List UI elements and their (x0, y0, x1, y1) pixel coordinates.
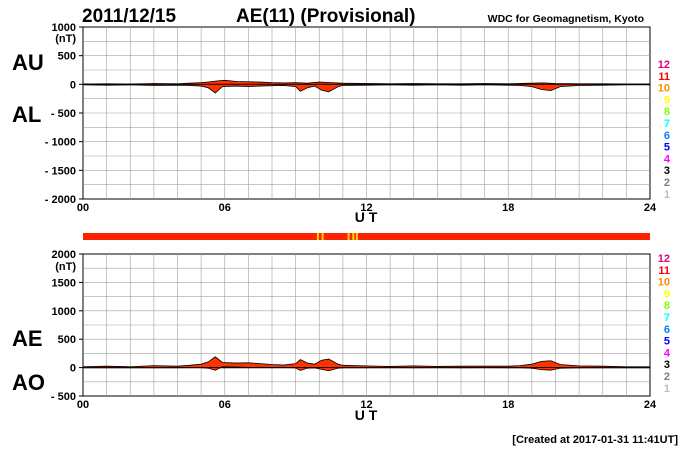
ae-ao-series (82, 356, 651, 372)
au-al-x-ticks: 00 06 12 18 24 (77, 202, 657, 214)
station-scale-label: 6 (664, 324, 670, 336)
ae-ao-y-ticks: 2000 1500 1000 500 0 - 500 (51, 249, 83, 403)
au-al-y-tick-label: - 1500 (45, 165, 76, 177)
au-al-y-tick-label: - 500 (51, 108, 76, 120)
au-al-x-axis-label: U T (355, 209, 378, 225)
station-scale-label: 7 (664, 312, 670, 324)
station-scale-label: 8 (664, 106, 670, 118)
station-scale-label: 9 (664, 94, 670, 106)
au-al-grid (83, 27, 650, 199)
created-timestamp: [Created at 2017-01-31 11:41UT] (512, 434, 678, 446)
au-al-x-tick-label: 06 (219, 202, 231, 214)
station-scale-label: 10 (658, 83, 670, 95)
au-al-y-tick-label: - 2000 (45, 194, 76, 206)
station-scale-label: 4 (664, 153, 671, 165)
au-label: AU (12, 50, 44, 75)
station-scale-label: 8 (664, 300, 670, 312)
station-bar-highlight (347, 233, 350, 240)
ae-ao-x-ticks: 00 06 12 18 24 (77, 399, 657, 411)
ae-ao-panel: 2000 1500 1000 500 0 - 500 00 06 12 18 24 (nT) AE… (12, 249, 657, 423)
station-scale-label: 5 (664, 336, 670, 348)
station-scale-label: 7 (664, 118, 670, 130)
station-count-bar (83, 233, 650, 240)
au-al-unit-label: (nT) (55, 33, 76, 45)
station-bar-base (83, 233, 650, 240)
station-scale-label: 2 (664, 371, 670, 383)
au-al-series (82, 79, 651, 94)
station-scale-label: 6 (664, 130, 670, 142)
station-scale-label: 1 (664, 383, 670, 395)
ae-ao-grid (83, 254, 650, 396)
au-al-x-tick-label: 12 (360, 202, 372, 214)
ae-ao-y-tick-label: 1500 (52, 277, 76, 289)
ae-series-area (82, 356, 651, 368)
au-al-y-tick-label: - 1000 (45, 137, 76, 149)
ae-ao-x-tick-label: 24 (644, 399, 657, 411)
station-scale-label: 11 (658, 265, 670, 277)
ae-ao-x-tick-label: 12 (360, 399, 372, 411)
ae-ao-x-tick-label: 06 (219, 399, 231, 411)
station-scale-label: 11 (658, 71, 670, 83)
station-scale-label: 12 (658, 253, 670, 265)
al-series-area (82, 83, 651, 94)
plot-source: WDC for Geomagnetism, Kyoto (488, 13, 644, 25)
au-al-panel: 1000 500 0 - 500 - 1000 - 1500 - 2000 00 06 12 18… (12, 22, 657, 225)
plot-title: AE(11) (Provisional) (236, 6, 416, 27)
ao-series-area (82, 366, 651, 372)
ae-ao-x-axis-label: U T (355, 407, 378, 423)
au-al-x-tick-label: 18 (502, 202, 514, 214)
station-bar-highlight (355, 233, 358, 240)
station-scale-label: 9 (664, 288, 670, 300)
au-al-y-tick-label: 0 (70, 79, 76, 91)
ao-label: AO (12, 370, 45, 395)
ae-ao-y-tick-label: 1000 (52, 306, 76, 318)
station-bar-highlight (352, 233, 355, 240)
station-scale-label: 5 (664, 142, 670, 154)
station-scale-label: 4 (664, 347, 671, 359)
ae-ao-y-tick-label: 2000 (52, 249, 76, 261)
ae-ao-y-tick-label: 500 (58, 334, 76, 346)
station-scale-label: 1 (664, 189, 670, 201)
station-scale-label: 3 (664, 165, 670, 177)
ae-ao-unit-label: (nT) (55, 261, 76, 273)
station-bar-highlights (316, 233, 358, 240)
station-scale-label: 3 (664, 359, 670, 371)
ae-label: AE (12, 326, 43, 351)
plot-date: 2011/12/15 (82, 6, 176, 27)
station-bar-highlight (321, 233, 324, 240)
au-al-y-tick-label: 1000 (52, 22, 76, 34)
au-al-x-tick-label: 00 (77, 202, 89, 214)
station-scale-label: 12 (658, 59, 670, 71)
au-al-y-tick-label: 500 (58, 51, 76, 63)
station-bar-highlight (316, 233, 319, 240)
ae-ao-x-tick-label: 18 (502, 399, 514, 411)
al-label: AL (12, 102, 41, 127)
au-al-x-tick-label: 24 (644, 202, 657, 214)
station-scale-label: 2 (664, 177, 670, 189)
au-al-y-ticks: 1000 500 0 - 500 - 1000 - 1500 - 2000 (45, 22, 83, 206)
ae-ao-y-tick-label: - 500 (51, 391, 76, 403)
au-series-area (82, 79, 651, 85)
station-scale-label: 10 (658, 277, 670, 289)
ae-ao-x-tick-label: 00 (77, 399, 89, 411)
ae-ao-y-tick-label: 0 (70, 363, 76, 375)
